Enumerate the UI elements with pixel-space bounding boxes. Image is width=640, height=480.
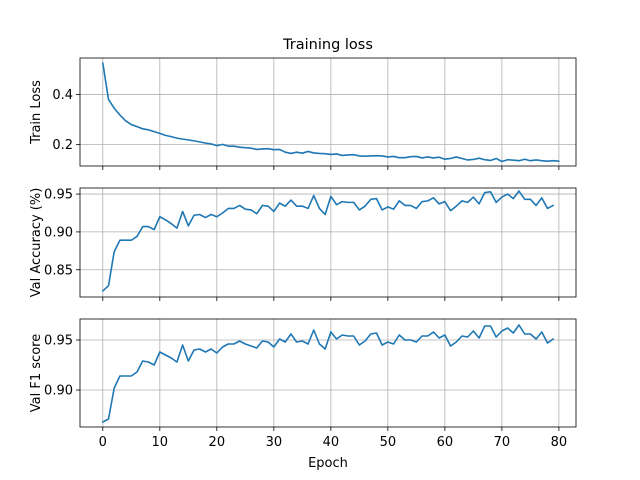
val-accuracy-axes-frame xyxy=(79,187,577,298)
val-accuracy-y-tick-label-1: 0.90 xyxy=(44,225,73,240)
train-loss-y-axis-label: Train Loss xyxy=(29,80,44,145)
x-axis-label: Epoch xyxy=(308,456,348,471)
val-f1-y-tick-label-1: 0.95 xyxy=(44,334,73,349)
train-loss-axes-frame xyxy=(79,57,577,167)
x-tick-label-6: 60 xyxy=(437,435,454,450)
val-f1-axes-frame xyxy=(79,318,577,428)
val-f1-y-axis-label: Val F1 score xyxy=(29,334,44,412)
x-tick-label-8: 80 xyxy=(551,435,568,450)
x-tick-label-4: 40 xyxy=(323,435,340,450)
x-tick-label-7: 70 xyxy=(494,435,511,450)
chart-title: Training loss xyxy=(282,37,373,53)
train-loss-y-tick-label-1: 0.4 xyxy=(52,88,73,103)
train-loss-y-tick-label-0: 0.2 xyxy=(52,138,73,153)
x-tick-label-3: 30 xyxy=(266,435,283,450)
val-accuracy-y-tick-label-2: 0.95 xyxy=(44,188,73,203)
x-tick-label-1: 10 xyxy=(152,435,169,450)
val-f1-series-line xyxy=(102,324,555,423)
subplot-train-loss: 0.2 0.4 Train Loss xyxy=(29,57,577,170)
train-loss-series-line xyxy=(102,62,560,163)
val-accuracy-y-tick-label-0: 0.85 xyxy=(44,263,73,278)
val-f1-y-tick-label-0: 0.90 xyxy=(44,384,73,399)
val-accuracy-y-axis-label: Val Accuracy (%) xyxy=(29,188,44,298)
x-tick-label-5: 50 xyxy=(380,435,397,450)
x-tick-label-0: 0 xyxy=(99,435,107,450)
x-tick-label-2: 20 xyxy=(209,435,226,450)
val-accuracy-series-line xyxy=(102,190,555,292)
